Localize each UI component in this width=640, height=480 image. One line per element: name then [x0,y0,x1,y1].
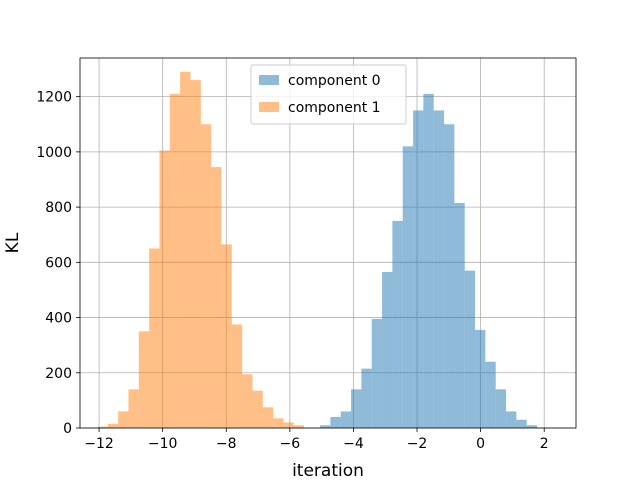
bar-component-1 [190,80,201,429]
bar-component-0 [454,202,465,428]
bar-component-0 [423,93,434,429]
plot-frame [79,57,577,429]
legend-swatch-component-1 [259,102,279,112]
bar-component-0 [495,389,507,428]
bar-component-1 [273,418,284,428]
bar-component-1 [221,244,232,428]
x-tick-label: −6 [280,436,301,452]
y-tick-label: 1200 [36,90,72,106]
y-axis-label: KL [3,232,23,253]
x-axis-label: iteration [292,461,364,480]
bar-component-1 [138,331,150,428]
histogram-bars [97,71,538,429]
bar-component-0 [413,110,424,429]
legend-label-component-1: component 1 [288,100,381,116]
bar-component-0 [371,318,383,428]
bar-component-0 [516,419,527,428]
bar-component-1 [169,93,181,429]
bar-component-1 [262,407,274,428]
bar-component-0 [392,220,403,428]
legend-label-component-0: component 0 [288,73,381,89]
bar-component-1 [159,150,170,428]
bar-component-1 [149,248,160,428]
y-tick-label: 800 [45,200,72,216]
bar-component-1 [180,71,191,428]
bar-component-1 [107,423,119,428]
bar-component-0 [402,146,414,428]
bar-component-0 [351,389,362,428]
bar-component-1 [118,411,129,428]
bar-component-0 [485,361,496,428]
x-tick-label: 2 [540,436,549,452]
y-tick-label: 1000 [36,145,72,161]
legend: component 0 component 1 [250,64,407,125]
bar-component-0 [475,329,486,428]
x-axis-ticks: −12 −10 −8 −6 −4 −2 0 2 [84,428,549,452]
x-tick-label: 0 [476,436,485,452]
bar-component-0 [433,110,445,429]
bar-component-1 [252,390,263,428]
bar-component-1 [283,422,294,428]
y-tick-label: 600 [45,255,72,271]
y-tick-label: 400 [45,311,72,327]
legend-box [250,64,407,125]
bar-component-0 [330,416,341,428]
bar-component-1 [242,374,253,428]
x-tick-label: −8 [216,436,237,452]
bar-component-1 [200,124,212,429]
bar-component-0 [361,368,372,428]
x-tick-label: −10 [148,436,178,452]
bar-component-1 [211,167,222,428]
bar-component-1 [293,425,305,428]
bar-component-0 [526,425,538,428]
y-tick-label: 0 [63,421,72,437]
bar-component-1 [97,426,108,428]
bar-component-0 [444,124,455,429]
y-axis-ticks: 0 200 400 600 800 1000 1200 [36,90,80,437]
y-tick-label: 200 [45,366,72,382]
bar-component-1 [128,389,139,428]
bar-component-0 [464,270,476,428]
bar-component-0 [382,271,393,428]
x-tick-label: −2 [407,436,428,452]
bar-component-0 [340,411,352,428]
bar-component-0 [506,411,517,428]
bar-component-1 [231,324,243,428]
x-tick-label: −4 [343,436,364,452]
legend-swatch-component-0 [259,75,279,85]
x-tick-label: −12 [84,436,114,452]
bar-component-0 [320,425,331,428]
